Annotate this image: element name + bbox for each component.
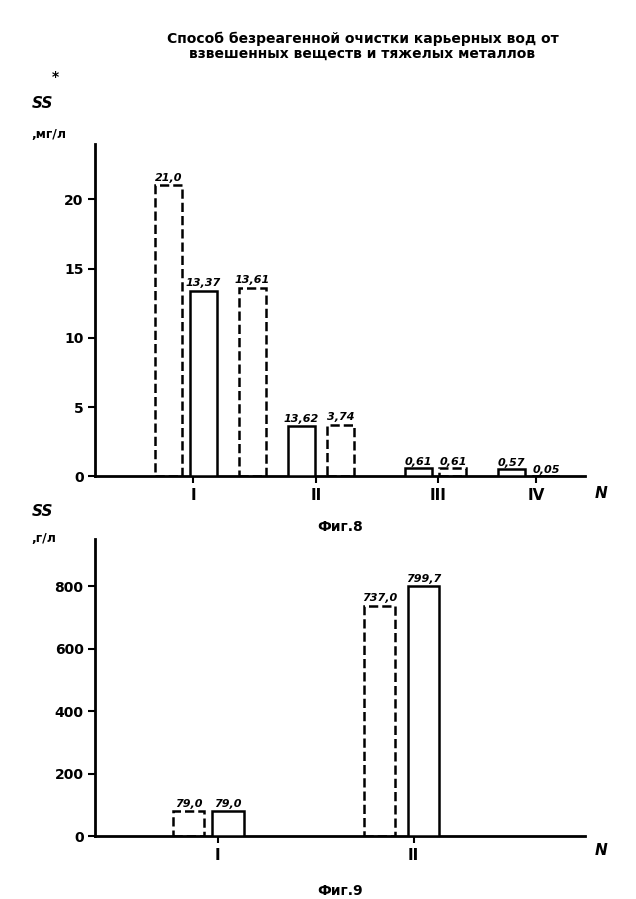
Text: взвешенных веществ и тяжелых металлов: взвешенных веществ и тяжелых металлов: [190, 47, 536, 61]
Text: 0,61: 0,61: [405, 458, 432, 467]
Text: 799,7: 799,7: [406, 574, 441, 583]
Text: 79,0: 79,0: [214, 799, 242, 809]
Bar: [190, 291, 217, 476]
Text: 3,74: 3,74: [326, 412, 354, 422]
Text: 13,62: 13,62: [284, 414, 319, 423]
Bar: [238, 288, 266, 476]
Bar: [405, 468, 432, 476]
Bar: [172, 812, 204, 836]
Text: SS: SS: [32, 95, 53, 111]
Text: ,мг/л: ,мг/л: [32, 128, 67, 140]
Text: Способ безреагенной очистки карьерных вод от: Способ безреагенной очистки карьерных во…: [167, 31, 558, 46]
Text: 0,57: 0,57: [498, 458, 525, 467]
Text: Фиг.8: Фиг.8: [317, 520, 363, 534]
Text: SS: SS: [32, 503, 53, 519]
Text: 0,61: 0,61: [439, 458, 467, 467]
Text: Фиг.9: Фиг.9: [317, 884, 363, 897]
Text: N: N: [595, 843, 607, 859]
Bar: [498, 468, 525, 476]
Bar: [212, 812, 244, 836]
Text: ,г/л: ,г/л: [32, 532, 57, 546]
Bar: [364, 606, 396, 836]
Bar: [408, 586, 439, 836]
Text: N: N: [595, 485, 607, 501]
Text: 0,05: 0,05: [532, 465, 560, 475]
Bar: [287, 426, 315, 476]
Bar: [327, 424, 354, 476]
Text: 21,0: 21,0: [155, 173, 183, 182]
Bar: [155, 185, 183, 476]
Text: 13,37: 13,37: [186, 279, 221, 289]
Text: 737,0: 737,0: [362, 593, 397, 603]
Bar: [439, 468, 466, 476]
Text: 79,0: 79,0: [175, 799, 202, 809]
Text: *: *: [52, 70, 59, 84]
Text: 13,61: 13,61: [235, 275, 270, 285]
